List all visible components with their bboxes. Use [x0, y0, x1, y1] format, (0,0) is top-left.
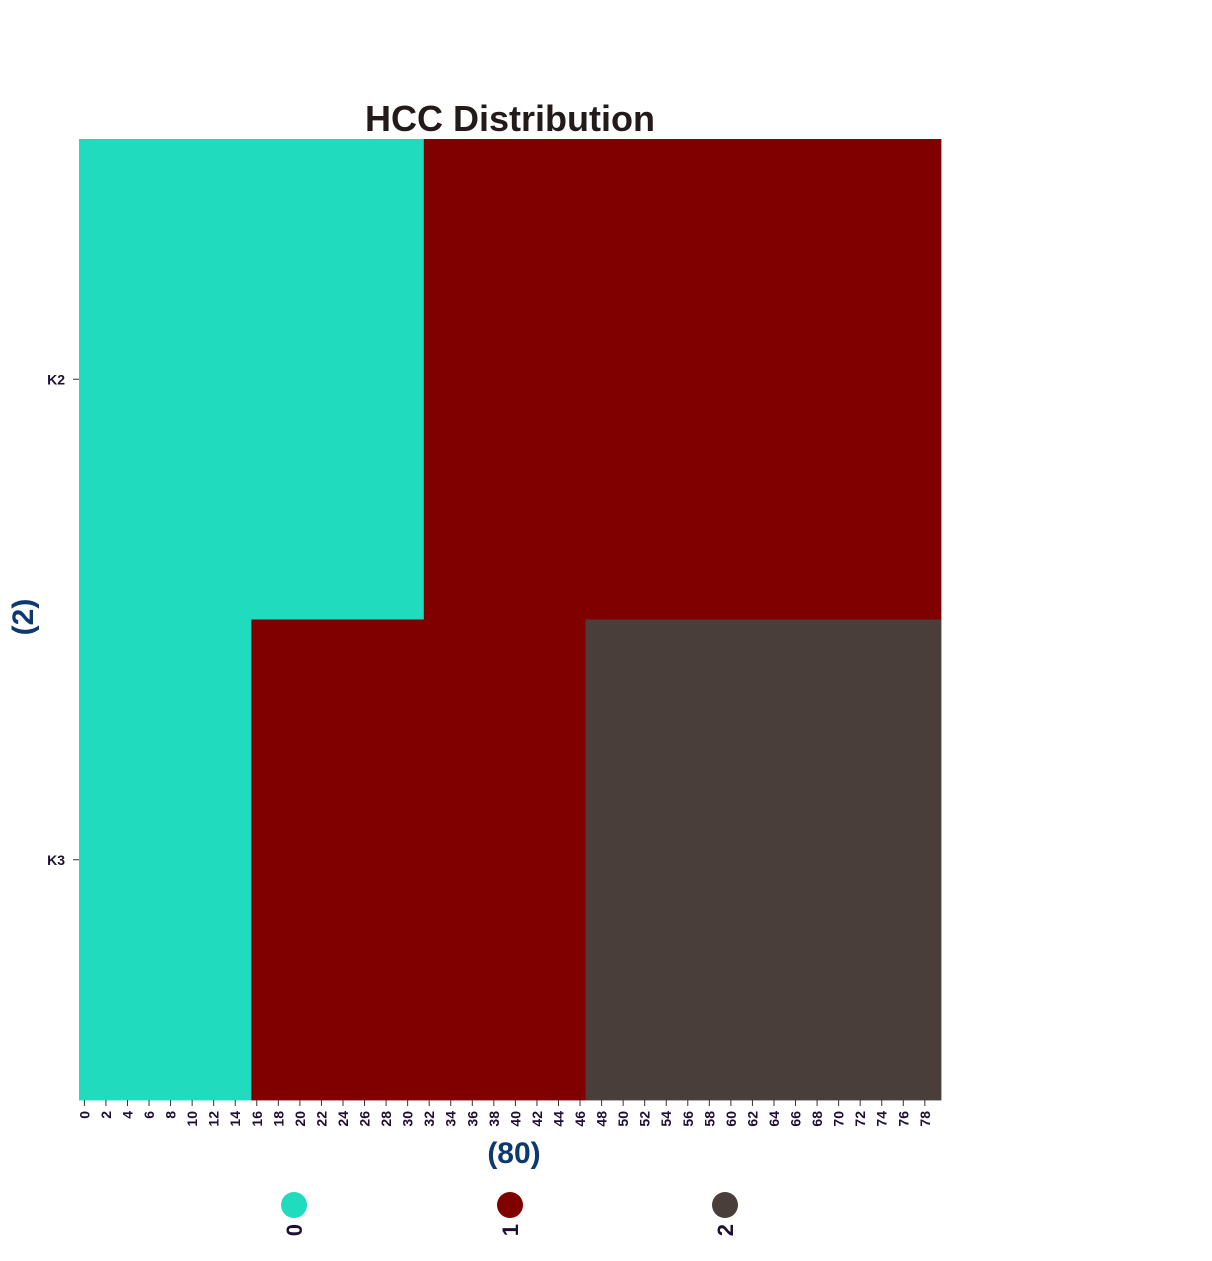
x-axis-ticks: 0 2 4 6 8 10 12 14 16 18 20 22 24 26 28 30 32 34 36 38 40 42 4…: [76, 1100, 933, 1127]
x-tick-label: 6: [141, 1111, 157, 1119]
x-tick-label: 10: [184, 1111, 200, 1127]
heatmap-cell-k2-value-0: [79, 139, 425, 620]
x-axis-label: (80): [487, 1137, 540, 1170]
x-tick-label: 70: [831, 1111, 847, 1127]
heatmap-cell-k3-value-0: [79, 619, 252, 1101]
x-tick-label: 78: [917, 1111, 933, 1127]
x-tick-label: 44: [550, 1111, 566, 1127]
x-tick-label: 52: [637, 1111, 653, 1127]
x-tick-label: 72: [852, 1111, 868, 1127]
x-tick-label: 54: [658, 1111, 674, 1127]
x-tick-label: 16: [249, 1111, 265, 1127]
x-tick-label: 14: [227, 1111, 243, 1127]
y-tick-label: K2: [47, 371, 65, 387]
x-tick-label: 66: [788, 1111, 804, 1127]
x-tick-label: 60: [723, 1111, 739, 1127]
x-tick-label: 74: [874, 1111, 890, 1127]
heatmap-cell-k2-value-1: [423, 139, 942, 620]
legend-label-0: 0: [282, 1224, 307, 1236]
x-tick-label: 50: [615, 1111, 631, 1127]
x-tick-label: 30: [400, 1111, 416, 1127]
legend-swatch-2: [712, 1192, 738, 1218]
x-tick-label: 42: [529, 1111, 545, 1127]
heatmap-cells: [79, 139, 942, 1101]
x-tick-label: 32: [421, 1111, 437, 1127]
x-tick-label: 64: [766, 1111, 782, 1127]
x-tick-label: 0: [76, 1111, 92, 1119]
y-axis-ticks: K2 K3: [47, 371, 79, 868]
x-tick-label: 46: [572, 1111, 588, 1127]
legend-swatch-0: [281, 1192, 307, 1218]
chart-title: HCC Distribution: [365, 98, 655, 139]
x-tick-label: 68: [809, 1111, 825, 1127]
heatmap-cell-k3-value-1: [251, 619, 586, 1101]
x-tick-label: 36: [464, 1111, 480, 1127]
x-tick-label: 48: [594, 1111, 610, 1127]
x-tick-label: 18: [270, 1111, 286, 1127]
x-tick-label: 34: [443, 1111, 459, 1127]
x-tick-label: 4: [119, 1111, 135, 1119]
x-tick-label: 76: [895, 1111, 911, 1127]
x-tick-label: 38: [486, 1111, 502, 1127]
legend-label-2: 2: [713, 1224, 738, 1236]
y-tick-label: K3: [47, 852, 65, 868]
x-tick-label: 62: [744, 1111, 760, 1127]
x-tick-label: 8: [163, 1111, 179, 1119]
x-tick-label: 56: [680, 1111, 696, 1127]
x-tick-label: 28: [378, 1111, 394, 1127]
heatmap-cell-k3-value-2: [585, 619, 942, 1101]
legend-label-1: 1: [498, 1224, 523, 1236]
legend: 0 1 2: [281, 1192, 738, 1236]
y-axis-label: (2): [7, 599, 40, 636]
legend-swatch-1: [497, 1192, 523, 1218]
x-tick-label: 22: [313, 1111, 329, 1127]
x-tick-label: 24: [335, 1111, 351, 1127]
x-tick-label: 12: [206, 1111, 222, 1127]
x-tick-label: 58: [701, 1111, 717, 1127]
x-tick-label: 26: [357, 1111, 373, 1127]
x-tick-label: 40: [507, 1111, 523, 1127]
x-tick-label: 2: [98, 1111, 114, 1119]
x-tick-label: 20: [292, 1111, 308, 1127]
